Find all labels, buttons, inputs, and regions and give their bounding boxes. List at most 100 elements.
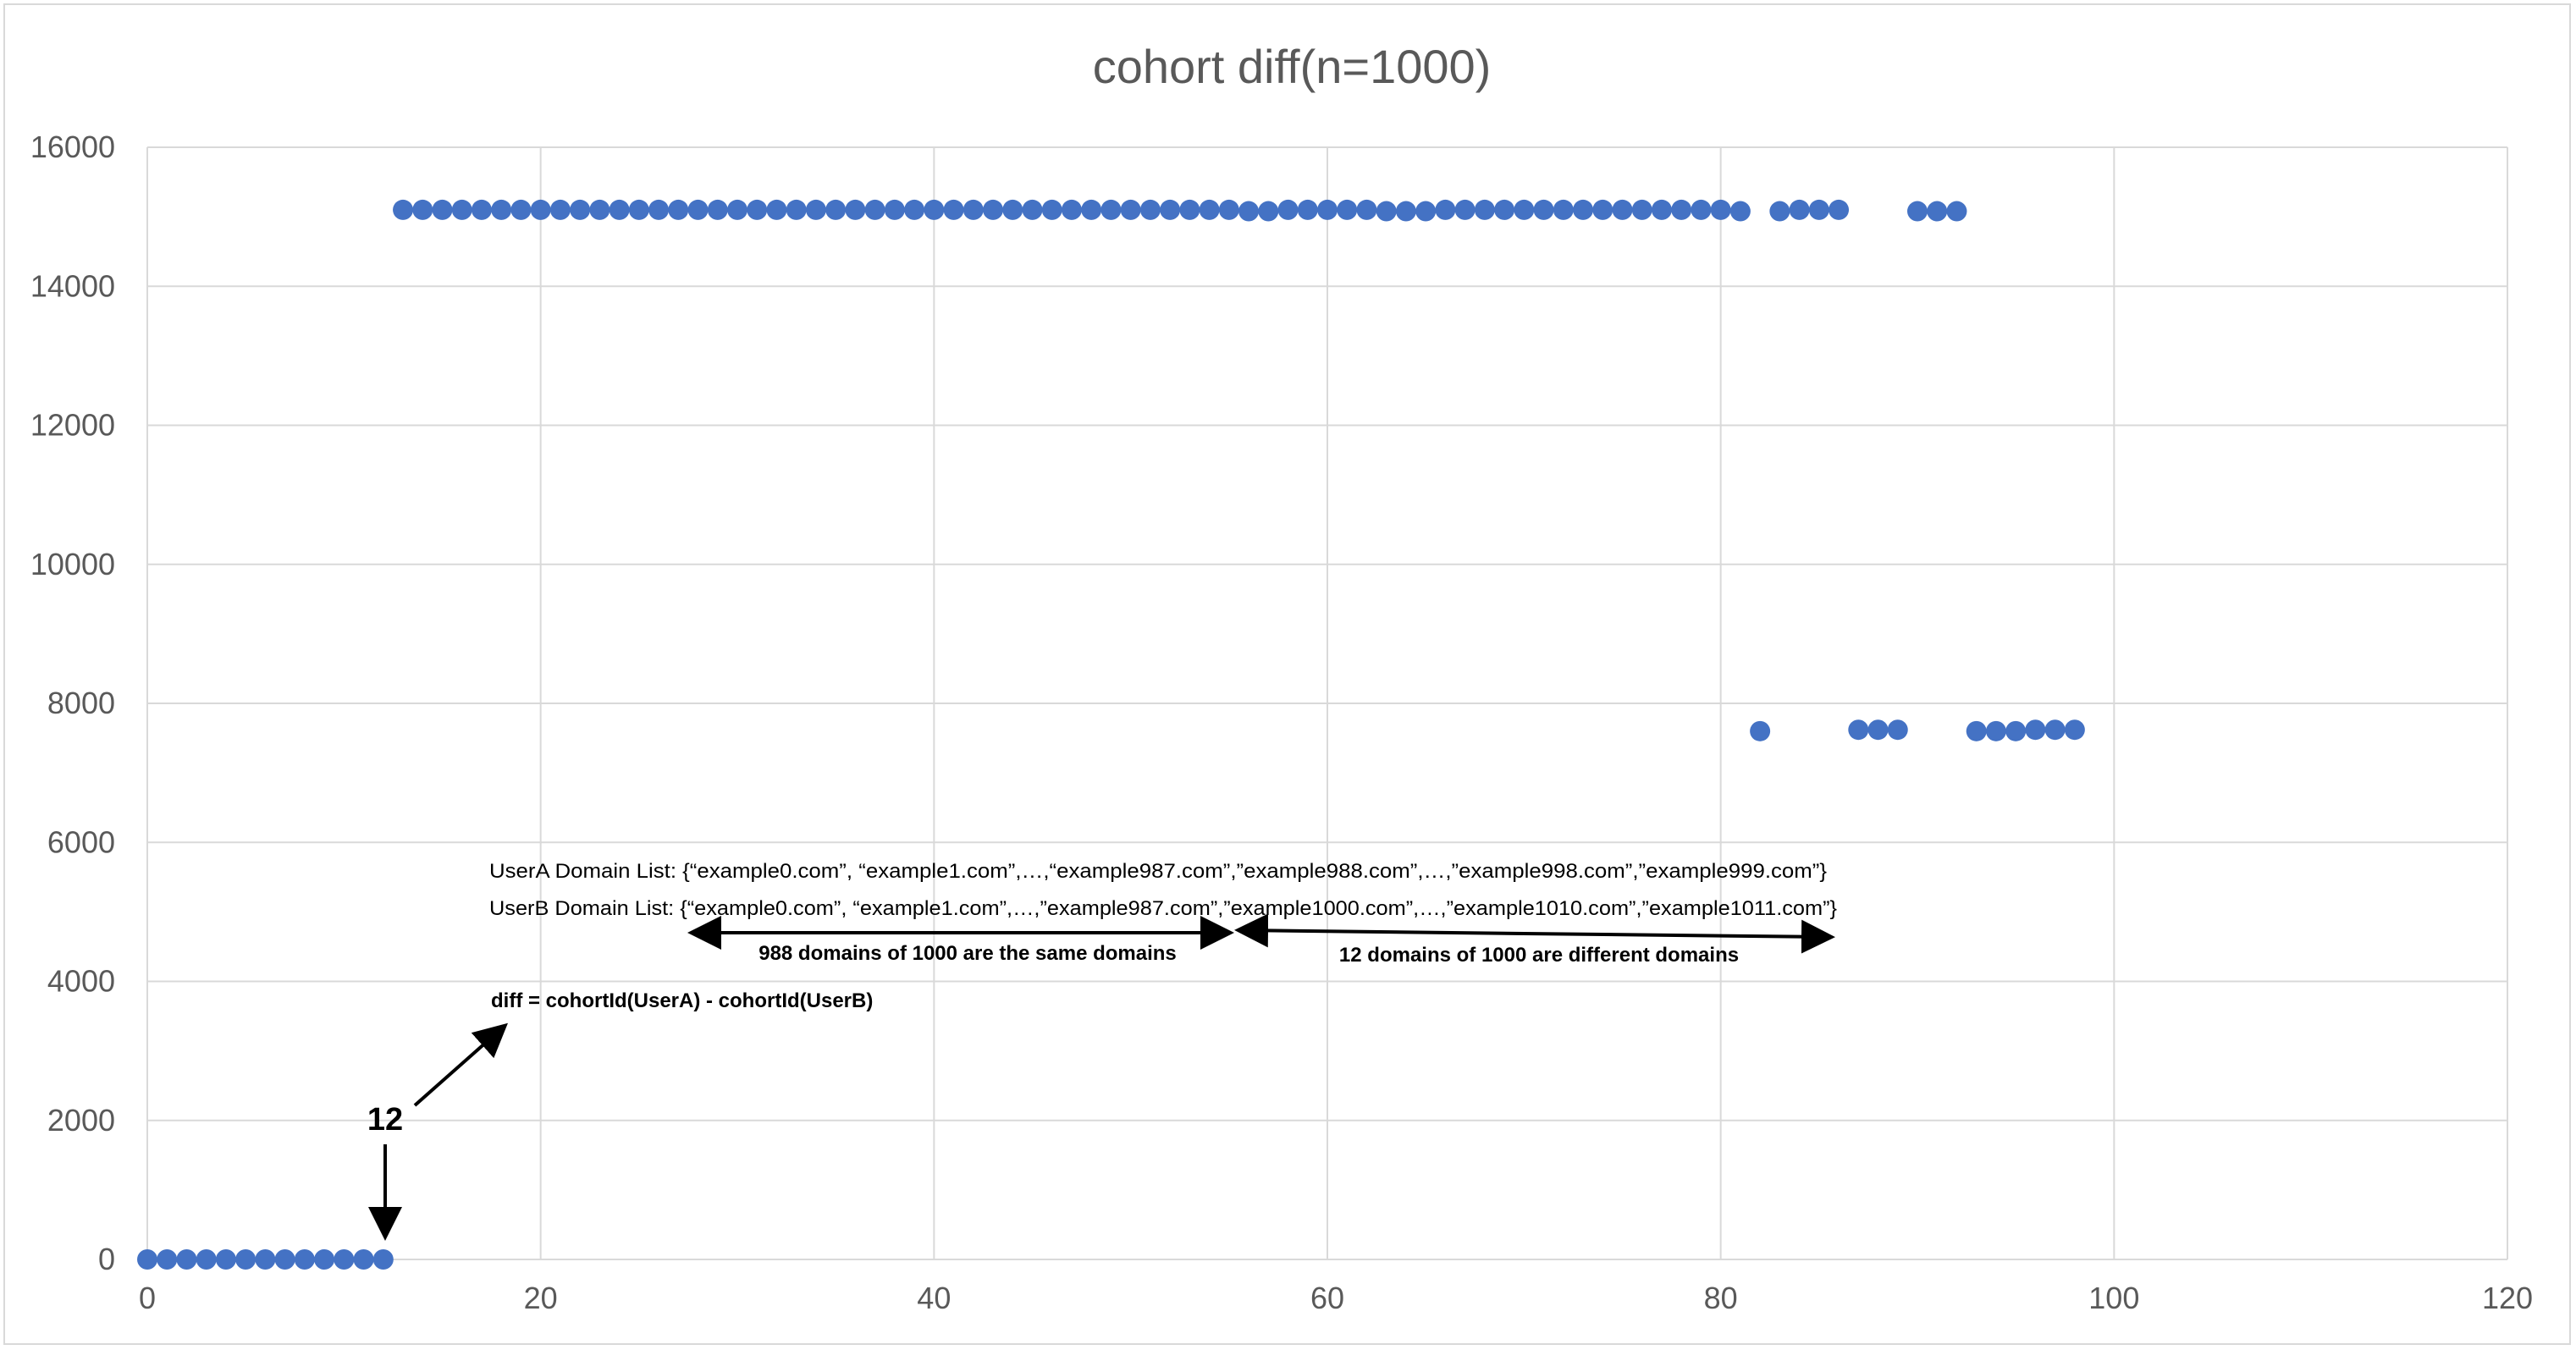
data-point [451, 199, 472, 220]
twelve-pointer-arrow [413, 1022, 508, 1107]
y-tick-label: 12000 [30, 408, 115, 443]
y-tick-label: 2000 [47, 1103, 115, 1138]
x-tick-label: 0 [139, 1281, 156, 1315]
data-point [353, 1249, 374, 1270]
data-point [1729, 201, 1751, 222]
x-tick-label: 60 [1310, 1281, 1344, 1315]
data-point [314, 1249, 335, 1270]
data-point [2044, 719, 2066, 741]
data-point [215, 1249, 236, 1270]
data-point [1671, 199, 1692, 220]
data-point [1258, 201, 1279, 222]
data-point [1907, 201, 1928, 222]
same-domains-label: 988 domains of 1000 are the same domains [758, 942, 1177, 965]
data-point [609, 199, 630, 220]
data-point [510, 199, 532, 220]
y-tick-label: 10000 [30, 547, 115, 581]
data-point [1927, 201, 1948, 222]
x-tick-label: 100 [2088, 1281, 2139, 1315]
data-point [1592, 199, 1613, 220]
data-point [1337, 199, 1358, 220]
diff-formula: diff = cohortId(UserA) - cohortId(UserB) [491, 989, 873, 1012]
data-point [1829, 199, 1850, 220]
annotations: UserA Domain List: {“example0.com”, “exa… [367, 860, 1837, 1241]
data-point [963, 199, 984, 220]
data-point [1769, 201, 1790, 222]
data-point [255, 1249, 276, 1270]
data-point [1651, 199, 1672, 220]
data-point [530, 199, 551, 220]
data-point [1710, 199, 1731, 220]
data-point [943, 199, 964, 220]
different-domains-arrow [1523, 919, 1835, 954]
data-point [1415, 201, 1437, 222]
data-point [825, 199, 847, 220]
data-point [1867, 719, 1889, 741]
data-point [845, 199, 866, 220]
data-point [1317, 199, 1338, 220]
data-point [1553, 199, 1574, 220]
data-point [196, 1249, 217, 1270]
x-tick-label: 80 [1704, 1281, 1738, 1315]
twelve-label: 12 [367, 1102, 403, 1138]
data-point [1179, 199, 1200, 220]
data-point [1160, 199, 1181, 220]
data-point [1199, 199, 1220, 220]
y-tick-label: 0 [98, 1242, 115, 1276]
data-point [648, 199, 670, 220]
data-point [1946, 201, 1967, 222]
usera-domain-list: UserA Domain List: {“example0.com”, “exa… [489, 860, 1827, 883]
grid-lines [146, 146, 2508, 1260]
data-point [1474, 199, 1495, 220]
data-point [1750, 720, 1771, 741]
userb-domain-list: UserB Domain List: {“example0.com”, “exa… [489, 897, 1837, 920]
x-axis-ticks: 0 20 40 60 80 100 120 [139, 1281, 2533, 1315]
data-point [294, 1249, 315, 1270]
data-point [1848, 719, 1869, 741]
data-point [687, 199, 709, 220]
data-point [2025, 719, 2046, 741]
data-point [491, 199, 512, 220]
data-point [549, 199, 571, 220]
data-point [334, 1249, 355, 1270]
y-axis-ticks: 0 2000 4000 6000 8000 10000 12000 14000 16000 [30, 129, 115, 1276]
data-point [805, 199, 826, 220]
data-point [137, 1249, 157, 1270]
y-tick-label: 8000 [47, 686, 115, 720]
data-point [393, 199, 414, 220]
data-point [1612, 199, 1633, 220]
data-point [1887, 719, 1908, 741]
data-point [1002, 199, 1023, 220]
data-point [1356, 199, 1377, 220]
data-point [864, 199, 885, 220]
data-point [1789, 199, 1810, 220]
data-point [1533, 199, 1554, 220]
data-point [1435, 199, 1456, 220]
data-point [274, 1249, 295, 1270]
y-tick-label: 16000 [30, 129, 115, 164]
y-tick-label: 14000 [30, 268, 115, 303]
data-point [1395, 201, 1416, 222]
data-point [1514, 199, 1535, 220]
data-point [412, 199, 433, 220]
y-tick-label: 6000 [47, 824, 115, 859]
data-point [1494, 199, 1515, 220]
data-point [766, 199, 787, 220]
data-point [983, 199, 1004, 220]
data-point [1631, 199, 1652, 220]
data-point [904, 199, 925, 220]
data-point [1218, 199, 1239, 220]
data-point [747, 199, 768, 220]
data-point [1376, 201, 1397, 222]
data-point [1139, 199, 1161, 220]
data-point [235, 1249, 256, 1270]
chart-title: cohort diff(n=1000) [1093, 40, 1492, 93]
data-point [2005, 720, 2027, 741]
data-point [1061, 199, 1082, 220]
data-point [1966, 720, 1987, 741]
different-domains-label: 12 domains of 1000 are different domains [1339, 944, 1739, 967]
data-point [432, 199, 453, 220]
data-point [727, 199, 747, 220]
data-point [471, 199, 492, 220]
